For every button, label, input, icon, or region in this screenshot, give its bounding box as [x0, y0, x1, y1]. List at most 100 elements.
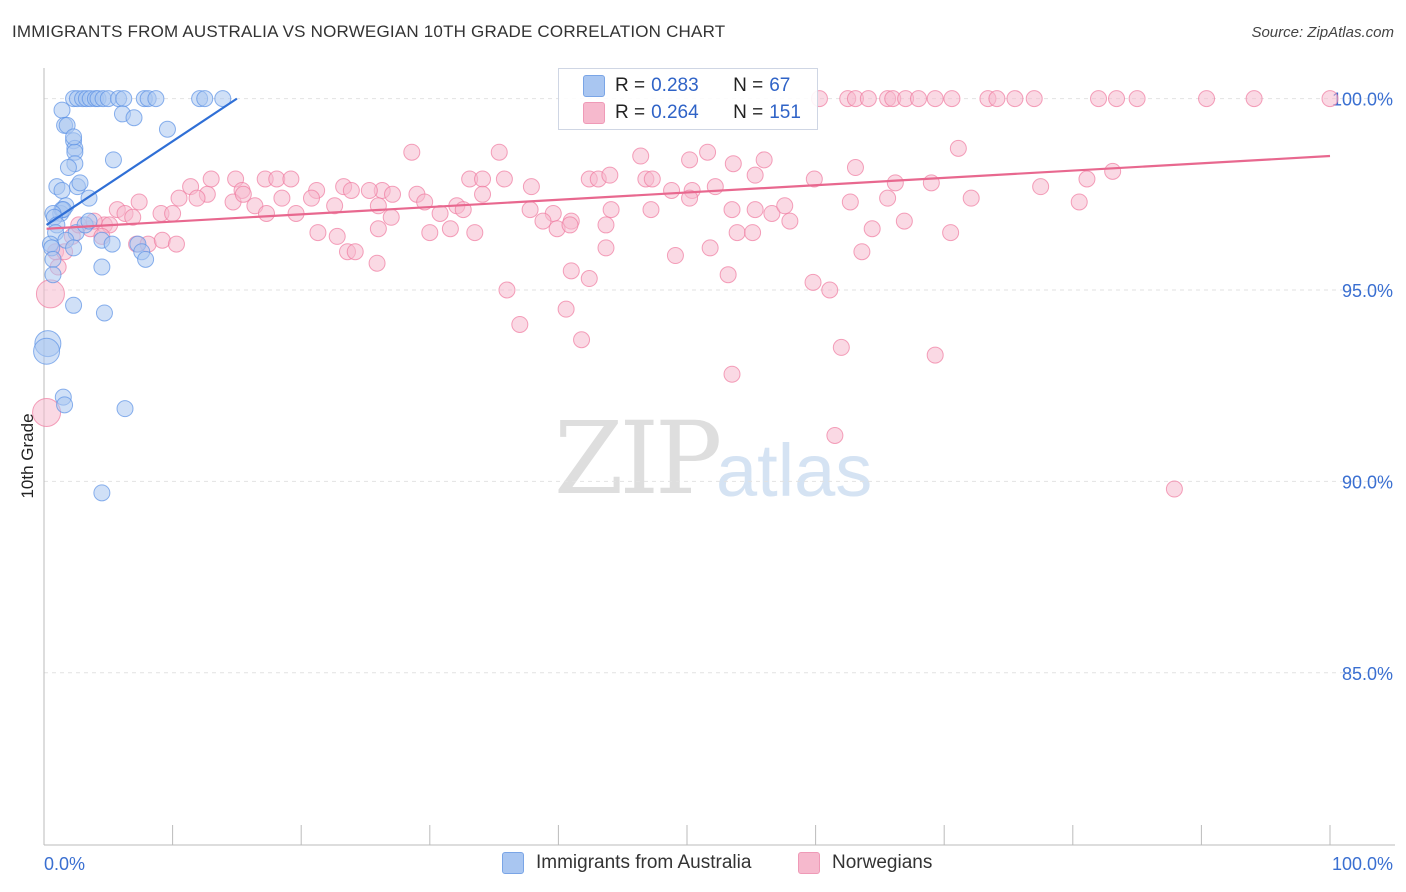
norwegian-point: [909, 90, 927, 108]
norwegian-point: [1108, 90, 1126, 108]
norwegian-point: [369, 197, 387, 215]
norwegian-point: [403, 143, 421, 161]
legend-r-value: 0.283: [651, 75, 699, 96]
norwegian-point: [346, 243, 364, 261]
norwegian-point: [943, 90, 961, 108]
y-tick-label: 100.0%: [1332, 90, 1393, 110]
norwegian-point: [573, 331, 591, 349]
watermark-zip: ZIP: [554, 400, 722, 517]
australia-point: [53, 101, 71, 119]
norwegian-point: [926, 346, 944, 364]
norwegian-point: [841, 193, 859, 211]
norwegian-point: [382, 208, 400, 226]
norwegian-point: [826, 426, 844, 444]
norwegian-point: [804, 273, 822, 291]
y-tick-label: 90.0%: [1342, 472, 1393, 492]
series-legend-australia[interactable]: Immigrants from Australia: [502, 852, 751, 874]
norwegian-point: [421, 224, 439, 242]
norwegian-point: [895, 212, 913, 230]
australia-point: [95, 304, 113, 322]
australia-point: [33, 337, 61, 365]
norwegian-point: [202, 170, 220, 188]
norwegian-point: [776, 197, 794, 215]
norwegian-point: [35, 279, 65, 309]
norwegian-point: [1165, 480, 1183, 498]
norwegian-point: [805, 170, 823, 188]
norwegian-point: [719, 266, 737, 284]
norwegian-point: [369, 220, 387, 238]
australia-trend-line: [45, 97, 238, 226]
australia-point: [115, 90, 133, 108]
norwegian-point: [832, 338, 850, 356]
norwegian-point: [746, 201, 764, 219]
series-swatch-blue: [502, 852, 524, 874]
norwegian-point: [561, 216, 579, 234]
norwegian-point: [879, 189, 897, 207]
australia-point: [65, 239, 83, 257]
norwegian-point: [597, 239, 615, 257]
australia-point: [137, 250, 155, 268]
australia-point: [125, 109, 143, 127]
norwegian-point: [521, 201, 539, 219]
norwegian-point: [368, 254, 386, 272]
australia-point: [103, 235, 121, 253]
norwegian-point: [342, 181, 360, 199]
norwegian-point: [846, 159, 864, 177]
norwegian-point: [309, 224, 327, 242]
norwegian-point: [273, 189, 291, 207]
norwegian-point: [130, 193, 148, 211]
norwegian-point: [188, 189, 206, 207]
legend-r-label: R =: [615, 102, 646, 123]
legend-row-norwegians: R = 0.264 N = 151: [583, 101, 801, 125]
y-tick-label: 85.0%: [1342, 664, 1393, 684]
norwegian-point: [164, 204, 182, 222]
australia-point: [214, 90, 232, 108]
australia-point: [93, 258, 111, 276]
norwegian-point: [781, 212, 799, 230]
legend-n-value: 151: [769, 102, 801, 123]
norwegian-point: [498, 281, 516, 299]
stats-legend: R = 0.283 N = 67 R = 0.264 N = 151: [558, 68, 818, 130]
norwegian-point: [557, 300, 575, 318]
x-tick-label: 0.0%: [44, 854, 85, 874]
norwegian-point: [490, 143, 508, 161]
norwegian-point: [1128, 90, 1146, 108]
legend-n-value: 67: [769, 75, 791, 96]
norwegian-point: [580, 270, 598, 288]
legend-r-label: R =: [615, 75, 646, 96]
norwegian-point: [666, 247, 684, 265]
norwegian-point: [728, 224, 746, 242]
legend-n-label: N =: [733, 75, 764, 96]
norwegian-point: [863, 220, 881, 238]
australia-point: [65, 296, 83, 314]
norwegian-point: [1090, 90, 1108, 108]
norwegian-point: [466, 224, 484, 242]
norwegian-point: [1198, 90, 1216, 108]
norwegian-point: [326, 197, 344, 215]
norwegian-point: [234, 185, 252, 203]
norwegian-point: [744, 224, 762, 242]
norwegian-point: [632, 147, 650, 165]
norwegian-point: [360, 181, 378, 199]
australia-point: [44, 266, 62, 284]
norwegian-point: [268, 170, 286, 188]
norwegian-point: [597, 216, 615, 234]
norwegian-point: [1070, 193, 1088, 211]
norwegian-point: [511, 315, 529, 333]
y-axis-label: 10th Grade: [18, 413, 37, 499]
series-legend-norwegians[interactable]: Norwegians: [798, 852, 932, 874]
norwegian-point: [926, 90, 944, 108]
norwegian-point: [724, 155, 742, 173]
norwegian-point: [474, 185, 492, 203]
norwegian-point: [32, 397, 62, 427]
norwegian-point: [723, 365, 741, 383]
chart-title: IMMIGRANTS FROM AUSTRALIA VS NORWEGIAN 1…: [12, 22, 726, 41]
source-label: Source: ZipAtlas.com: [1251, 24, 1394, 41]
series-label-australia: Immigrants from Australia: [536, 852, 752, 873]
norwegian-point: [302, 189, 320, 207]
norwegian-point: [1032, 178, 1050, 196]
watermark-atlas: atlas: [716, 429, 873, 512]
x-tick-label: 100.0%: [1332, 854, 1393, 874]
norwegian-point: [723, 201, 741, 219]
y-tick-label: 95.0%: [1342, 281, 1393, 301]
